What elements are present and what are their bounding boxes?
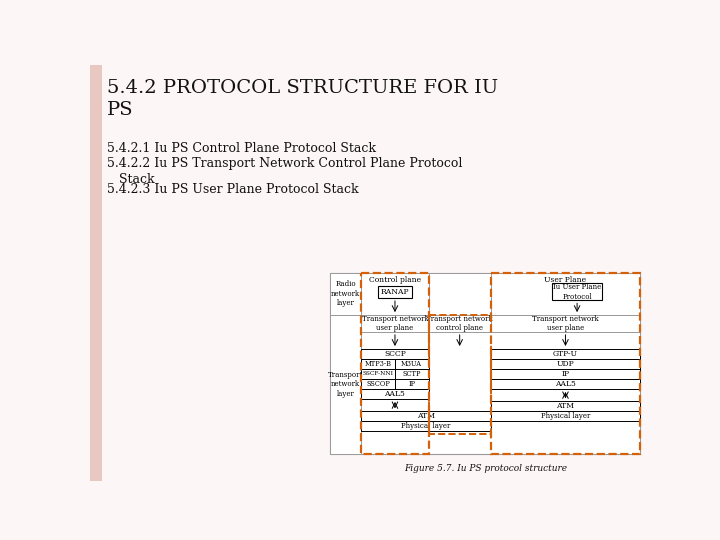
Text: 5.4.2 PROTOCOL STRUCTURE FOR IU
PS: 5.4.2 PROTOCOL STRUCTURE FOR IU PS: [107, 79, 498, 119]
Text: SCCP: SCCP: [384, 350, 406, 358]
Text: Figure 5.7. Iu PS protocol structure: Figure 5.7. Iu PS protocol structure: [404, 464, 567, 474]
Bar: [490, 401, 640, 411]
Text: MTP3-B: MTP3-B: [364, 360, 392, 368]
Bar: [361, 273, 428, 315]
Bar: [395, 379, 428, 389]
Bar: [490, 359, 640, 369]
Text: SCTP: SCTP: [402, 370, 420, 378]
Text: 5.4.2.2 Iu PS Transport Network Control Plane Protocol
   Stack: 5.4.2.2 Iu PS Transport Network Control …: [107, 157, 462, 186]
Text: Transport
network
layer: Transport network layer: [328, 371, 364, 398]
Text: AAL5: AAL5: [384, 390, 405, 398]
Bar: [428, 273, 490, 315]
Text: Transport network
user plane: Transport network user plane: [361, 315, 428, 332]
Bar: [428, 315, 490, 434]
Text: 5.4.2.1 Iu PS Control Plane Protocol Stack: 5.4.2.1 Iu PS Control Plane Protocol Sta…: [107, 142, 376, 155]
Text: IP: IP: [408, 380, 415, 388]
Bar: [395, 369, 428, 379]
Bar: [490, 315, 640, 332]
Text: RANAP: RANAP: [381, 288, 409, 296]
Bar: [377, 286, 413, 298]
Text: SSCF-NNI: SSCF-NNI: [362, 372, 393, 376]
Text: Iu User Plane
Protocol: Iu User Plane Protocol: [553, 283, 601, 301]
Text: Physical layer: Physical layer: [401, 422, 451, 430]
Bar: [361, 389, 428, 399]
Bar: [361, 359, 395, 369]
Text: 5.4.2.3 Iu PS User Plane Protocol Stack: 5.4.2.3 Iu PS User Plane Protocol Stack: [107, 184, 359, 197]
Text: Physical layer: Physical layer: [541, 413, 590, 420]
Bar: [395, 359, 428, 369]
Bar: [330, 273, 640, 454]
Bar: [361, 369, 395, 379]
Bar: [490, 349, 640, 359]
Bar: [361, 411, 490, 421]
Text: Radio
network
layer: Radio network layer: [331, 280, 360, 307]
Bar: [361, 273, 428, 454]
Bar: [361, 315, 428, 332]
Text: UDP: UDP: [557, 360, 575, 368]
Bar: [490, 369, 640, 379]
Bar: [330, 273, 361, 315]
Bar: [361, 421, 490, 431]
Text: ATM: ATM: [557, 402, 575, 410]
Text: Transport network
user plane: Transport network user plane: [532, 315, 599, 332]
Bar: [361, 349, 428, 359]
Bar: [552, 284, 602, 300]
Text: User Plane: User Plane: [544, 275, 587, 284]
Bar: [490, 379, 640, 389]
Text: IP: IP: [562, 370, 570, 378]
Bar: [361, 379, 395, 389]
Bar: [330, 315, 361, 454]
Text: ATM: ATM: [417, 413, 435, 420]
Text: Transport network
control plane: Transport network control plane: [426, 315, 493, 332]
Bar: [90, 65, 102, 481]
Text: M3UA: M3UA: [401, 360, 422, 368]
Bar: [490, 411, 640, 421]
Text: SSCOP: SSCOP: [366, 380, 390, 388]
Bar: [428, 315, 490, 332]
Bar: [490, 273, 640, 454]
Text: AAL5: AAL5: [555, 380, 576, 388]
Text: GTP-U: GTP-U: [553, 350, 578, 358]
Bar: [490, 273, 640, 315]
Text: Control plane: Control plane: [369, 275, 421, 284]
